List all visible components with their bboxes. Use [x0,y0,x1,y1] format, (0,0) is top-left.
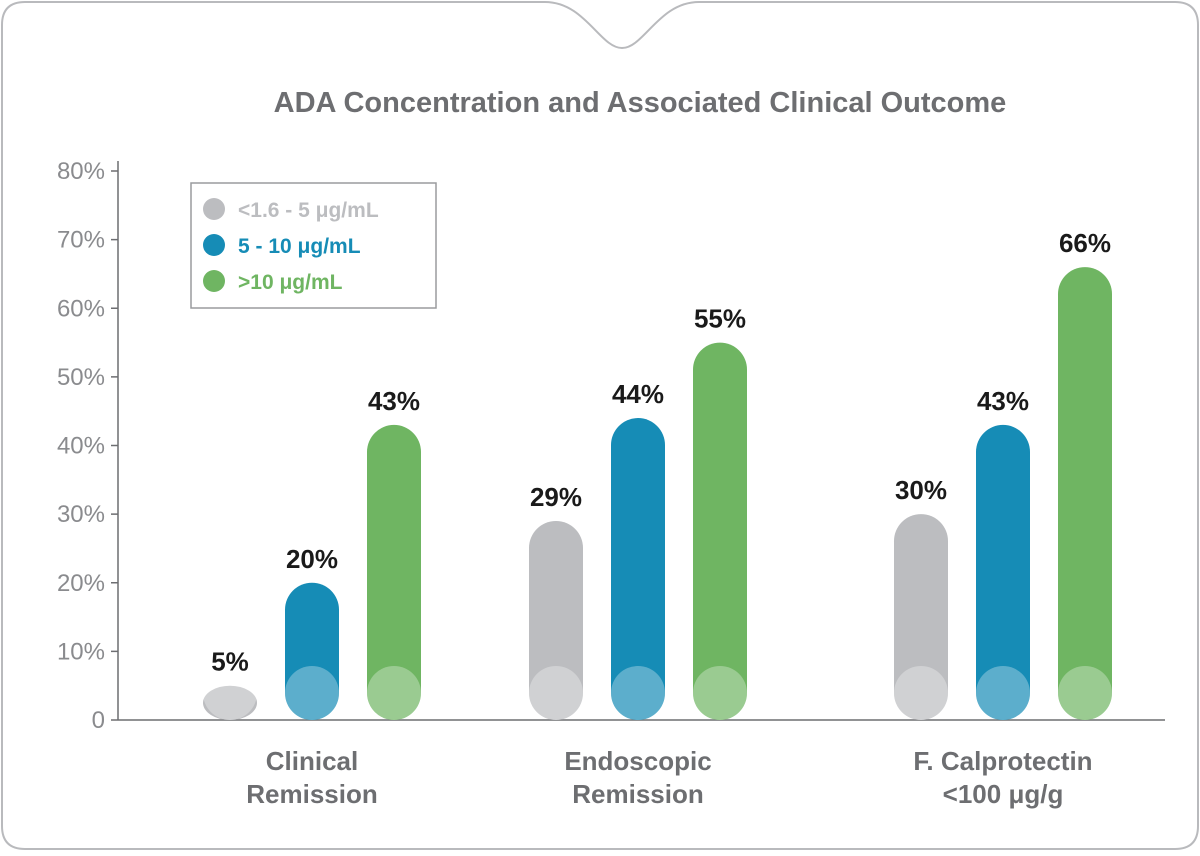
bar-body [693,342,747,720]
bars [203,267,1112,720]
data-label: 43% [977,386,1029,416]
legend-item: <1.6 - 5 μg/mL [203,198,379,222]
bar [894,514,948,720]
bar-body [367,424,421,720]
bar-base-highlight [611,666,665,720]
y-tick-label: 30% [57,501,105,528]
data-labels: 5% 29% 30% 20% 44% 43% 43% 55% 66% [211,228,1111,677]
category-label: Endoscopic [564,746,711,776]
legend-label: >10 μg/mL [238,271,343,294]
legend-item: 5 - 10 μg/mL [203,234,361,258]
bar [285,582,339,720]
category-label: <100 μg/g [943,779,1064,809]
legend-box [190,182,437,309]
legend-swatch [203,198,225,220]
legend-swatch [203,270,225,292]
data-label: 5% [211,647,249,677]
bar-base-highlight [894,666,948,720]
bar [367,424,421,720]
bar-base-highlight [1058,666,1112,720]
legend: <1.6 - 5 μg/mL 5 - 10 μg/mL >10 μg/mL [190,182,437,309]
legend-swatch [203,234,225,256]
y-tick-label: 70% [57,227,105,254]
y-tick-label: 10% [57,638,105,665]
category-label: Remission [572,779,704,809]
bar [611,418,665,720]
bar-body [529,520,583,720]
category-label: Clinical [266,746,358,776]
bar-body [894,514,948,720]
y-tick-label: 60% [57,295,105,322]
bar-body [285,582,339,720]
data-label: 30% [895,475,947,505]
bar-body [611,418,665,720]
y-tick-label: 80% [57,158,105,185]
data-label: 55% [694,304,746,334]
y-tick-label: 0 [92,707,105,734]
bar [529,520,583,720]
data-label: 20% [286,544,338,574]
data-label: 66% [1059,228,1111,258]
y-tick-label: 40% [57,433,105,460]
data-label: 44% [612,379,664,409]
bar [976,424,1030,720]
category-label: Remission [246,779,378,809]
bar-body [203,685,257,720]
bar [693,342,747,720]
category-label: F. Calprotectin [913,746,1092,776]
bar-body [1058,267,1112,720]
bar-base-highlight [285,666,339,720]
bar [1058,267,1112,720]
y-tick-label: 50% [57,364,105,391]
y-tick-label: 20% [57,570,105,597]
bar-base-highlight [367,666,421,720]
bar-base-highlight [203,666,257,720]
bar-base-highlight [693,666,747,720]
bar-body [976,424,1030,720]
legend-label: 5 - 10 μg/mL [238,235,361,258]
bar-base-highlight [976,666,1030,720]
bar [203,666,257,720]
legend-item: >10 μg/mL [203,270,343,294]
legend-label: <1.6 - 5 μg/mL [238,199,379,222]
chart-title: ADA Concentration and Associated Clinica… [274,87,1007,119]
data-label: 43% [368,386,420,416]
axes: 0 10% 20% 30% 40% 50% 60% 70% 80% [57,158,1165,734]
data-label: 29% [530,482,582,512]
bar-base-highlight [529,666,583,720]
